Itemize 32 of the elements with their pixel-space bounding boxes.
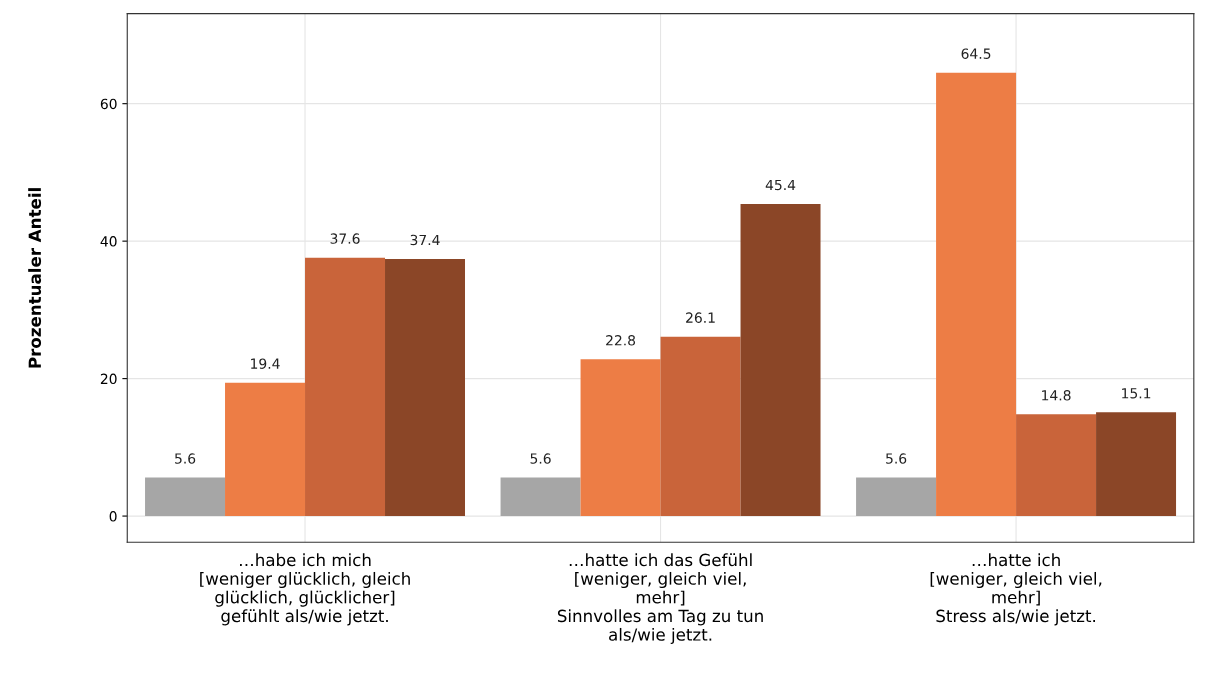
bar — [740, 204, 821, 517]
y-tick-label: 0 — [109, 511, 117, 522]
bar — [856, 477, 937, 517]
data-label: 5.6 — [175, 453, 196, 464]
data-label: 22.8 — [606, 335, 636, 346]
data-label: 5.6 — [886, 453, 907, 464]
data-label: 45.4 — [765, 179, 796, 191]
data-label: 15.1 — [1122, 388, 1151, 399]
bar — [225, 382, 306, 517]
bar — [1096, 412, 1177, 517]
bar — [1016, 414, 1097, 517]
y-tick-label: 40 — [100, 236, 117, 247]
x-tick-label: …habe ich mich [weniger glücklich, gleich glücklich, glücklicher] gefühlt als/wie jetzt. — [200, 553, 410, 626]
bar — [145, 477, 226, 517]
y-tick-label: 60 — [100, 98, 117, 110]
bar — [660, 336, 741, 517]
data-label: 64.5 — [961, 48, 991, 59]
bar — [500, 477, 581, 517]
y-tick-label: 20 — [100, 373, 117, 385]
data-label: 37.4 — [410, 234, 440, 246]
data-label: 5.6 — [530, 453, 551, 464]
x-tick-label: …hatte ich [weniger, gleich viel, mehr] Stress als/wie jetzt. — [930, 553, 1102, 626]
x-tick-label: …hatte ich das Gefühl [weniger, gleich viel, mehr] Sinnvolles am Tag zu tun als/wie jetzt. — [557, 553, 763, 645]
data-label: 37.6 — [330, 233, 360, 244]
data-label: 14.8 — [1042, 390, 1071, 401]
bar — [936, 72, 1017, 517]
bar — [580, 359, 661, 517]
data-label: 26.1 — [686, 312, 715, 323]
bar — [385, 259, 465, 517]
y-axis-title: Prozentualer Anteil — [28, 188, 42, 368]
data-label: 19.4 — [251, 358, 280, 369]
bar — [305, 257, 386, 517]
